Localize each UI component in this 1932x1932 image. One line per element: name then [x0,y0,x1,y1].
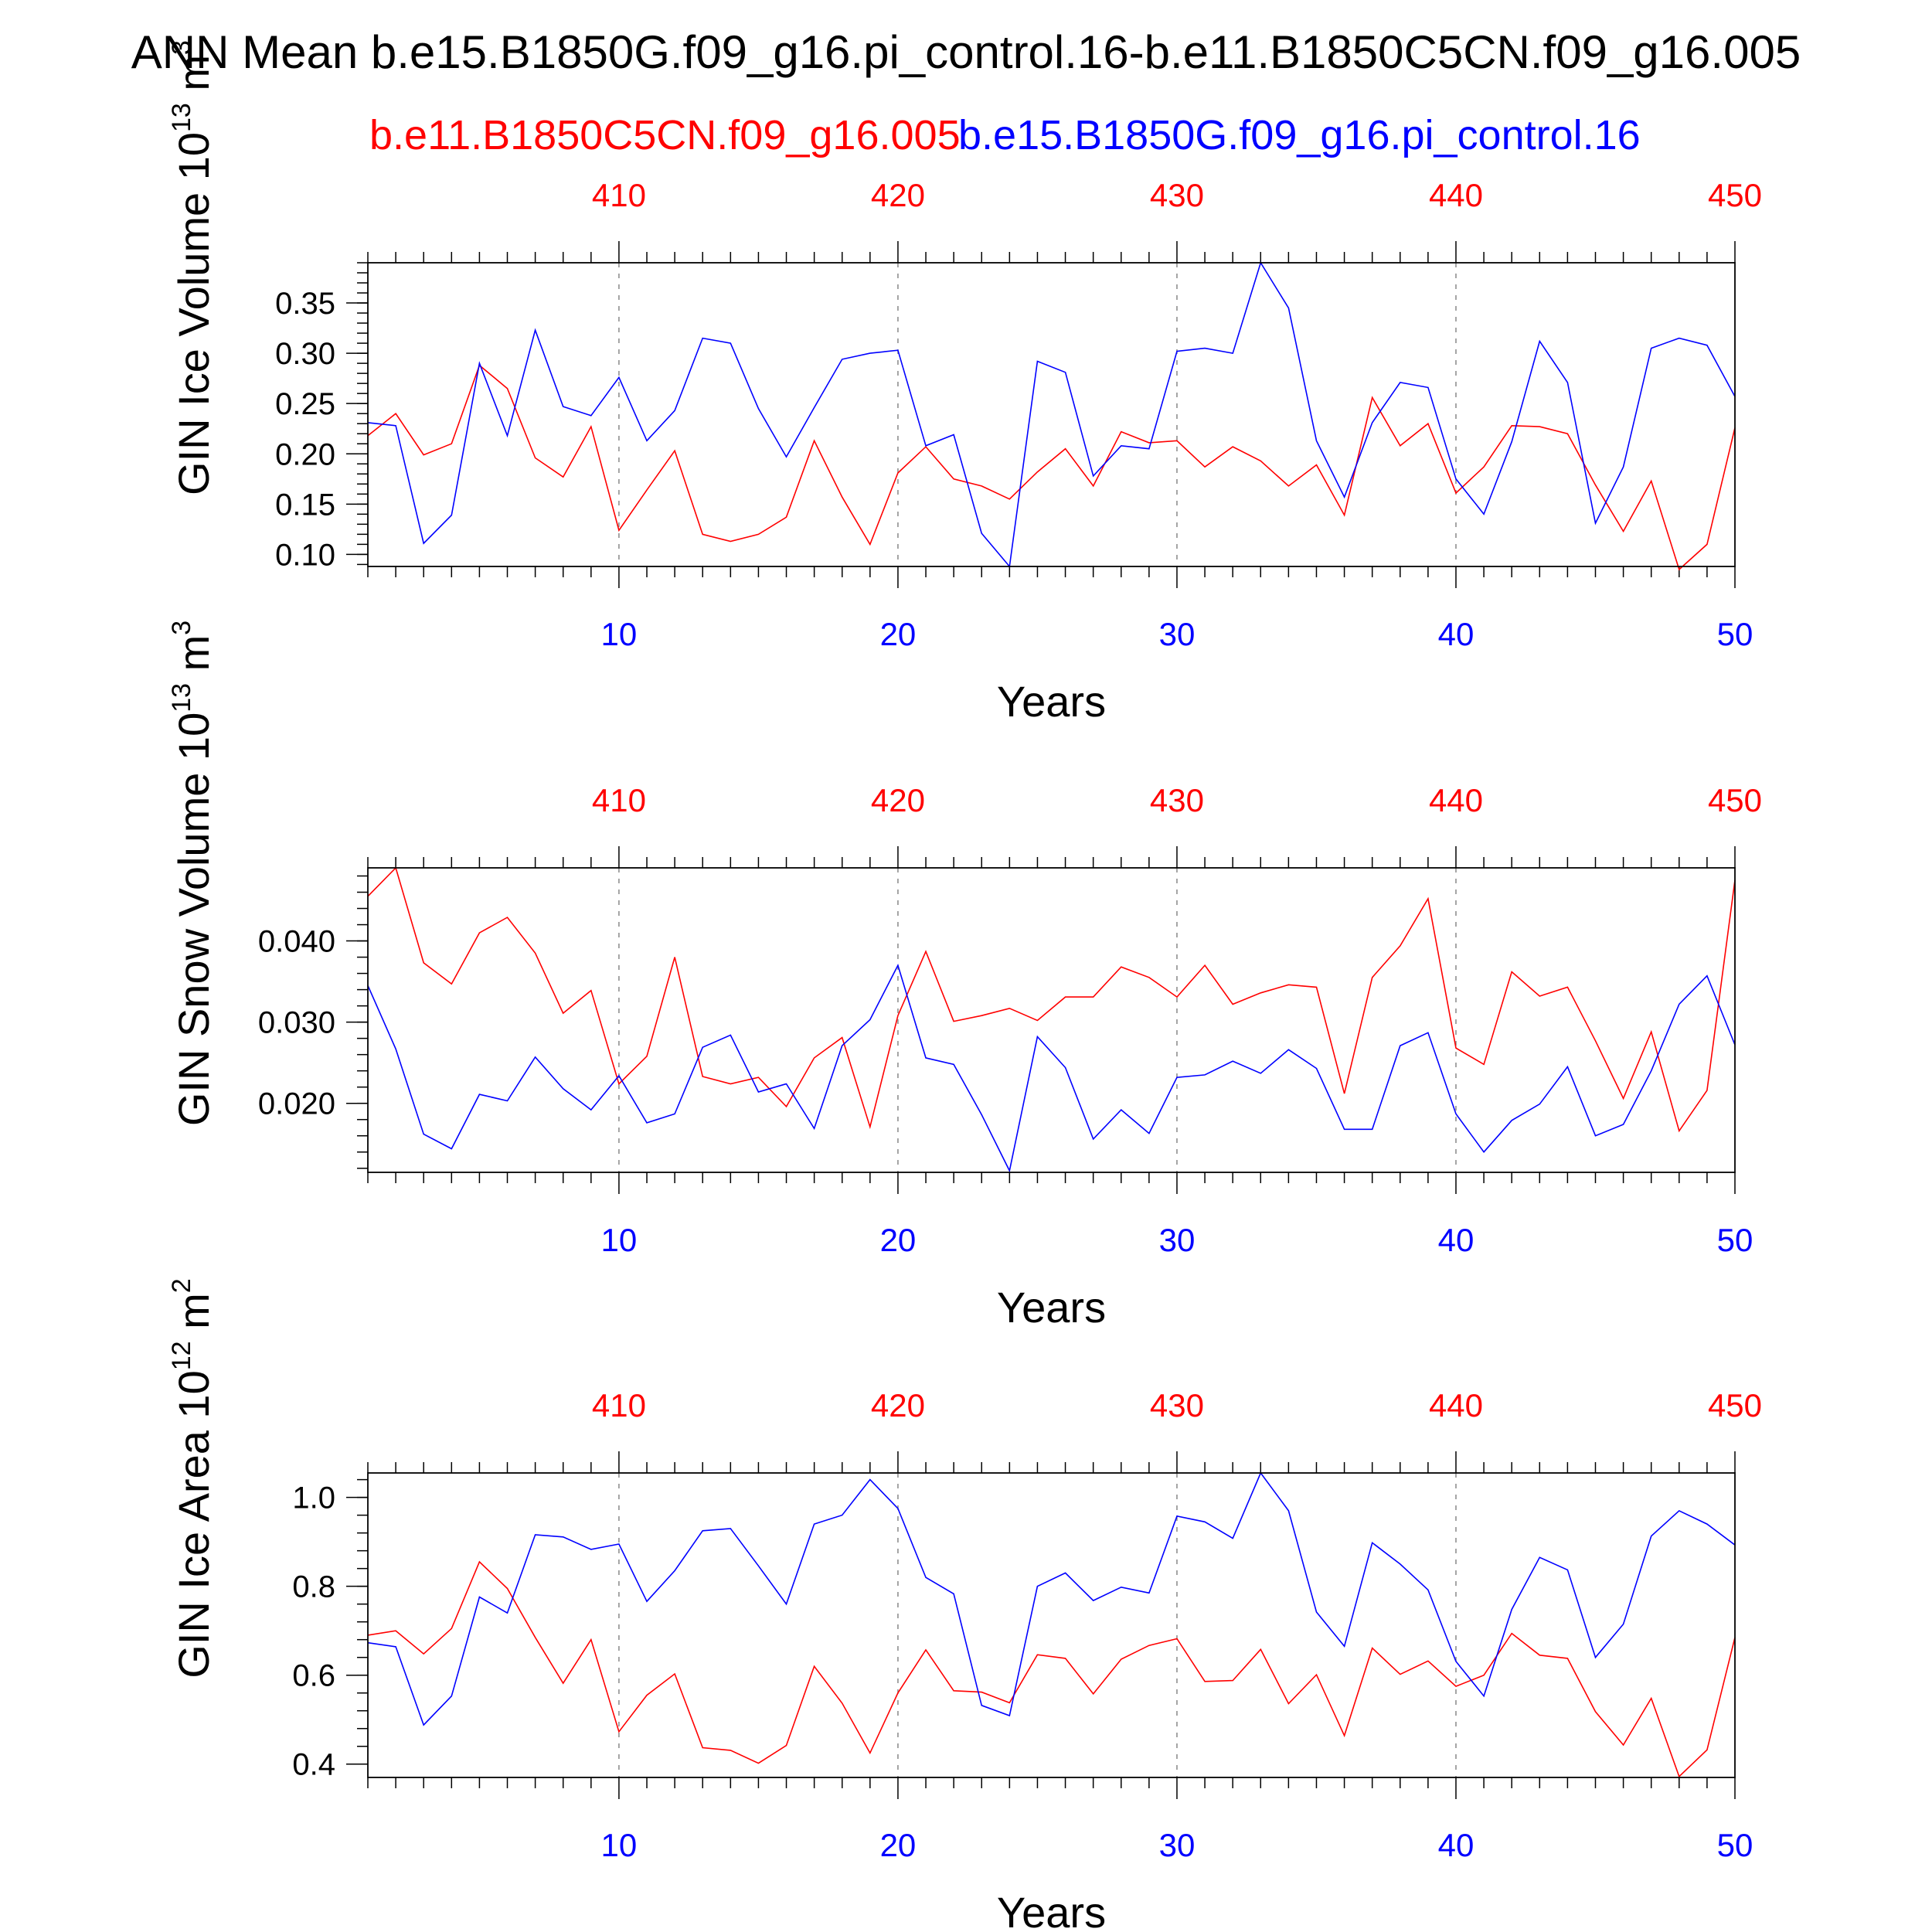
chart-0-ytick-label-0: 0.10 [275,538,335,572]
chart-2-xlabel: Years [997,1888,1106,1932]
chart-1-xtick-bottom-label-0: 10 [601,1222,638,1258]
chart-2-xtick-top-label-0: 410 [592,1387,646,1423]
chart-2-xtick-bottom-label-0: 10 [601,1827,638,1863]
chart-0-xtick-top-label-1: 420 [871,177,925,213]
chart-0-ytick-label-3: 0.25 [275,387,335,421]
chart-1-plot-frame [367,867,1736,1173]
chart-1-xtick-bottom-label-1: 20 [880,1222,917,1258]
chart-1-xtick-bottom-label-4: 50 [1717,1222,1753,1258]
chart-1-series-blue-line [367,963,1736,1173]
chart-2-ytick-label-1: 0.6 [292,1659,335,1693]
chart-0-ylabel: GIN Ice Volume 1013 m3 [167,40,218,495]
chart-2-xtick-bottom-label-1: 20 [880,1827,917,1863]
chart-0-ytick-label-5: 0.35 [275,287,335,321]
chart-0-series-blue-line [367,261,1736,568]
chart-2-plot-frame [367,1472,1736,1778]
chart-1-xtick-bottom-label-2: 30 [1159,1222,1196,1258]
chart-0-ytick-label-4: 0.30 [275,337,335,371]
chart-0-xlabel: Years [997,677,1106,726]
chart-1-xlabel: Years [997,1283,1106,1332]
legend-blue-label: b.e15.B1850G.f09_g16.pi_control.16 [958,112,1641,158]
chart-2-series-blue-line [367,1471,1736,1726]
chart-2-xtick-top-label-2: 430 [1150,1387,1204,1423]
chart-2-xtick-top-label-3: 440 [1429,1387,1483,1423]
chart-2-ytick-label-3: 1.0 [292,1481,335,1515]
chart-0-ytick-label-1: 0.15 [275,488,335,522]
chart-0-xtick-bottom-label-4: 50 [1717,616,1753,652]
chart-2-ytick-label-2: 0.8 [292,1570,335,1604]
chart-2-xtick-bottom-label-3: 40 [1438,1827,1475,1863]
chart-0-xtick-bottom-label-2: 30 [1159,616,1196,652]
chart-1-xtick-top-label-2: 430 [1150,782,1204,818]
chart-0-xtick-bottom-label-3: 40 [1438,616,1475,652]
chart-0-xtick-top-label-4: 450 [1708,177,1762,213]
chart-0-xtick-bottom-label-0: 10 [601,616,638,652]
chart-2-xtick-bottom-label-4: 50 [1717,1827,1753,1863]
figure-title: ANN Mean b.e15.B1850G.f09_g16.pi_control… [131,26,1801,78]
panel-ice-area: 0.4 0.6 0.8 1.0 10 20 30 40 50 410 420 430 440 450 Yea… [167,1278,1762,1932]
legend-red-label: b.e11.B1850C5CN.f09_g16.005 [369,112,961,158]
chart-1-xtick-top-label-0: 410 [592,782,646,818]
chart-1-xtick-top-label-3: 440 [1429,782,1483,818]
chart-2-ytick-label-0: 0.4 [292,1748,335,1782]
chart-0-series-red-line [367,364,1736,571]
chart-2-xtick-top-label-4: 450 [1708,1387,1762,1423]
chart-0-xtick-top-label-0: 410 [592,177,646,213]
chart-1-ytick-label-1: 0.030 [258,1006,335,1040]
chart-2-series-red-line [367,1560,1736,1778]
chart-0-plot-frame [367,262,1736,567]
chart-0-xtick-top-label-3: 440 [1429,177,1483,213]
chart-0-xtick-bottom-label-1: 20 [880,616,917,652]
chart-0-xtick-top-label-2: 430 [1150,177,1204,213]
chart-1-series-red-line [367,866,1736,1133]
chart-1-ytick-label-0: 0.020 [258,1087,335,1121]
panel-snow-volume: 0.020 0.030 0.040 10 20 30 40 50 410 420 430 440 450… [167,621,1762,1332]
chart-1-ylabel: GIN Snow Volume 1013 m3 [167,621,218,1126]
chart-1-xtick-top-label-1: 420 [871,782,925,818]
chart-0-ytick-label-2: 0.20 [275,437,335,471]
chart-1-xtick-bottom-label-3: 40 [1438,1222,1475,1258]
chart-2-ylabel: GIN Ice Area 1012 m2 [167,1278,218,1678]
chart-1-xtick-top-label-4: 450 [1708,782,1762,818]
chart-2-xtick-bottom-label-2: 30 [1159,1827,1196,1863]
chart-2-xtick-top-label-1: 420 [871,1387,925,1423]
panel-ice-volume: 0.10 0.15 0.20 0.25 0.30 0.35 10 20 30 40 50 410 420… [167,40,1762,726]
chart-1-ytick-label-2: 0.040 [258,925,335,959]
